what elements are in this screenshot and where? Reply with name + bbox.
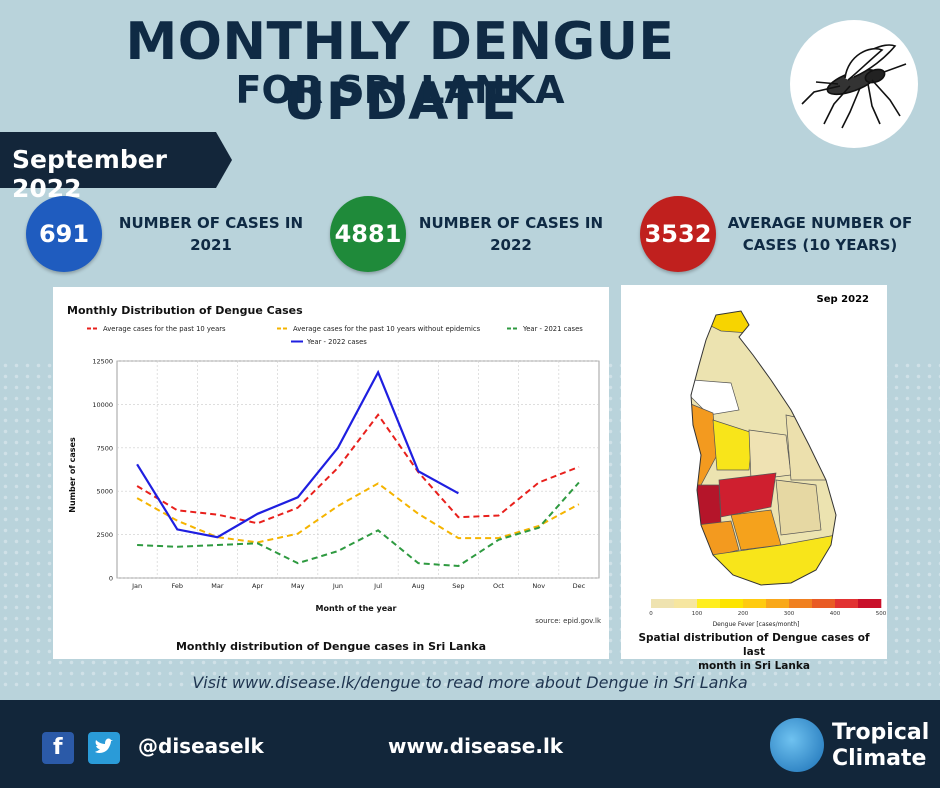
map-legend-swatch [720, 599, 744, 608]
y-tick-label: 10000 [92, 401, 113, 409]
map-legend-tick: 100 [692, 611, 703, 617]
brand-name: Tropical Climate [832, 720, 929, 772]
map-districts [691, 311, 836, 585]
district-gampaha [691, 484, 722, 526]
map-legend-tick: 400 [830, 611, 841, 617]
y-tick-label: 7500 [96, 444, 113, 452]
map-legend-tick: 300 [784, 611, 795, 617]
average-cases-label-line1: AVERAGE NUMBER OF [727, 214, 913, 232]
chart-y-label: Number of cases [68, 437, 77, 513]
cases-2021-label: NUMBER OF CASES IN 2021 [106, 212, 316, 256]
average-cases-label-line2: CASES (10 YEARS) [742, 236, 898, 254]
x-tick-label: Jan [131, 582, 142, 590]
cases-2021-label-line1: NUMBER OF CASES IN [118, 214, 304, 232]
series-line-0 [136, 413, 580, 525]
map-caption: Spatial distribution of Dengue cases of … [627, 631, 881, 673]
chart-title: Monthly Distribution of Dengue Cases [67, 304, 303, 317]
y-tick-label: 12500 [92, 358, 113, 366]
x-tick-label: Jun [332, 582, 343, 590]
y-tick-label: 0 [109, 575, 113, 583]
map-legend-swatch [766, 599, 790, 608]
legend-label: Average cases for the past 10 years with… [293, 325, 481, 333]
period-ribbon: September 2022 [0, 132, 232, 203]
x-tick-label: Aug [412, 582, 425, 590]
map-legend: 0 100 200 300 400 500 [649, 599, 887, 617]
cases-2022-label-line1: NUMBER OF CASES IN [418, 214, 604, 232]
chart-caption: Monthly distribution of Dengue cases in … [175, 640, 487, 653]
map-legend-swatch [812, 599, 836, 608]
map-legend-swatch [858, 599, 882, 608]
mosquito-logo [790, 20, 918, 148]
chart-source-note: source: epid.gov.lk [535, 617, 602, 625]
page-subtitle: FOR SRI LANKA [235, 68, 565, 112]
island-outline [690, 310, 837, 586]
visit-link-text[interactable]: Visit www.disease.lk/dengue to read more… [192, 673, 748, 692]
website-link[interactable]: www.disease.lk [388, 734, 564, 758]
legend-label: Year - 2021 cases [522, 325, 583, 333]
district-puttalam [691, 399, 718, 486]
twitter-icon[interactable] [88, 732, 120, 764]
mosquito-icon [801, 44, 907, 129]
sri-lanka-map: 0 100 200 300 400 500 Dengue Fever [cases/mon… [649, 310, 887, 628]
cases-2021-badge: 691 [26, 196, 102, 272]
district-matale [748, 429, 792, 481]
x-tick-label: Jul [373, 582, 382, 590]
district-badulla [775, 479, 822, 536]
cases-2021-label-line2: 2021 [190, 236, 232, 254]
page-title: MONTHLY DENGUE UPDATE [125, 12, 675, 132]
line-chart: Monthly Distribution of Dengue Cases Ave… [67, 304, 602, 625]
map-month-label: Sep 2022 [816, 294, 869, 305]
y-tick-label: 5000 [96, 488, 113, 496]
map-caption-line2: month in Sri Lanka [698, 660, 810, 672]
chart-x-label: Month of the year [316, 604, 397, 613]
district-ampara [785, 414, 836, 481]
series-line-2 [137, 481, 580, 568]
x-tick-label: Dec [573, 582, 586, 590]
map-legend-tick: 500 [876, 611, 887, 617]
x-tick-label: Apr [252, 582, 264, 590]
series-line-3 [136, 369, 459, 539]
average-cases-badge: 3532 [640, 196, 716, 272]
cases-2022-badge: 4881 [330, 196, 406, 272]
social-handle[interactable]: @diseaselk [138, 734, 264, 758]
series-line-1 [136, 482, 580, 544]
x-tick-label: Oct [493, 582, 505, 590]
map-legend-swatch [651, 599, 675, 608]
x-tick-label: May [291, 582, 305, 590]
x-tick-label: Feb [171, 582, 183, 590]
x-tick-label: Sep [452, 582, 464, 590]
map-legend-swatch [697, 599, 721, 608]
period-label: September 2022 [12, 145, 167, 203]
legend-label: Year - 2022 cases [306, 338, 367, 346]
map-card: Sep 2022 0 100 200 300 400 500 Dengue Fever [… [621, 285, 887, 672]
x-tick-label: Mar [211, 582, 224, 590]
district-south [700, 534, 836, 585]
globe-icon [770, 718, 824, 772]
cases-2022-label-line2: 2022 [490, 236, 532, 254]
y-tick-label: 2500 [96, 531, 113, 539]
legend-label: Average cases for the past 10 years [103, 325, 226, 333]
average-cases-label: AVERAGE NUMBER OF CASES (10 YEARS) [720, 212, 920, 256]
facebook-icon[interactable]: f [42, 732, 74, 764]
cases-2022-label: NUMBER OF CASES IN 2022 [410, 212, 612, 256]
facebook-glyph: f [53, 735, 63, 760]
chart-card: Monthly Distribution of Dengue Cases Ave… [53, 287, 609, 659]
twitter-bird-icon [95, 738, 113, 753]
map-legend-swatch [835, 599, 859, 608]
x-tick-label: Nov [532, 582, 545, 590]
brand-line1: Tropical [832, 720, 930, 745]
district-kurunegala [712, 419, 754, 471]
map-caption-line1: Spatial distribution of Dengue cases of … [638, 632, 870, 658]
map-legend-tick: 0 [649, 611, 653, 617]
map-legend-tick: 200 [738, 611, 749, 617]
map-legend-swatch [674, 599, 698, 608]
brand-line2: Climate [832, 746, 927, 771]
map-legend-swatch [743, 599, 767, 608]
district-kegalle-kandy [718, 472, 777, 518]
map-legend-title: Dengue Fever [cases/month] [713, 621, 800, 628]
map-legend-swatch [789, 599, 813, 608]
